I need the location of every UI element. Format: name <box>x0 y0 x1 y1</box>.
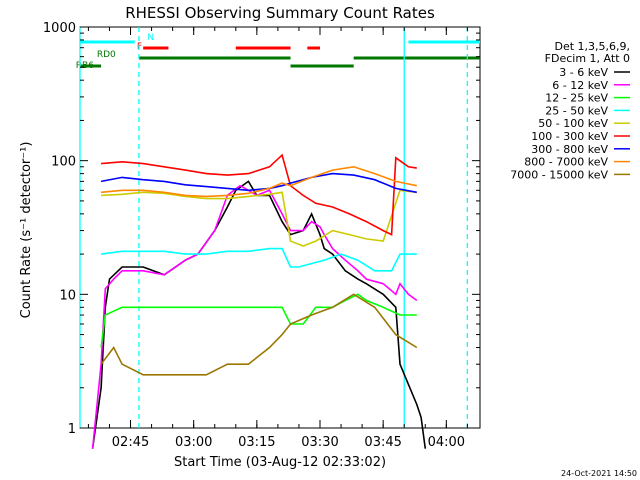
x-tick-label: 03:15 <box>238 435 275 450</box>
series-line-4 <box>101 189 417 247</box>
legend-entry-label: 25 - 50 keV <box>545 104 608 117</box>
plot-frame <box>79 26 481 429</box>
y-tick-label: 100 <box>51 155 76 170</box>
legend-entry-label: 12 - 25 keV <box>545 92 608 105</box>
series-line-1 <box>91 184 418 449</box>
x-tick-label: 03:30 <box>301 435 338 450</box>
flag-label-rb6: RB6 <box>76 61 94 71</box>
legend-entry-label: 50 - 100 keV <box>538 117 608 130</box>
plot-area: NFRD0RB6110100100002:4503:0003:1503:3003… <box>43 21 481 450</box>
series-line-3 <box>100 247 417 272</box>
series-line-7 <box>101 165 417 198</box>
x-tick-label: 04:00 <box>428 435 465 450</box>
y-tick-label: 1000 <box>43 21 76 36</box>
legend-header: Det 1,3,5,6,9, <box>554 40 630 53</box>
series-line-0 <box>91 180 427 449</box>
y-tick-label: 10 <box>59 288 76 303</box>
x-tick-label: 02:45 <box>112 435 149 450</box>
series-line-6 <box>100 172 417 194</box>
series-line-2 <box>100 293 417 348</box>
timestamp-label: 24-Oct-2021 14:50 <box>561 469 637 478</box>
x-axis-label: Start Time (03-Aug-12 02:33:02) <box>174 455 386 470</box>
flag-label-n: N <box>147 33 154 43</box>
legend: Det 1,3,5,6,9,FDecim 1, Att 03 - 6 keV6 … <box>510 40 630 181</box>
y-axis-label: Count Rate (s⁻¹ detector⁻¹) <box>19 142 34 319</box>
x-tick-label: 03:45 <box>364 435 401 450</box>
legend-entry-label: 300 - 800 keV <box>531 143 608 156</box>
legend-entry-label: 100 - 300 keV <box>531 130 608 143</box>
x-tick-label: 03:00 <box>175 435 212 450</box>
legend-header: FDecim 1, Att 0 <box>545 52 630 65</box>
legend-entry-label: 3 - 6 keV <box>559 66 608 79</box>
y-tick-label: 1 <box>68 422 76 437</box>
series-line-8 <box>100 293 418 376</box>
chart-title: RHESSI Observing Summary Count Rates <box>125 4 435 22</box>
flag-label-rd0: RD0 <box>97 50 116 60</box>
legend-entry-label: 7000 - 15000 keV <box>510 168 608 181</box>
legend-entry-label: 800 - 7000 keV <box>524 156 608 169</box>
legend-entry-label: 6 - 12 keV <box>552 79 608 92</box>
